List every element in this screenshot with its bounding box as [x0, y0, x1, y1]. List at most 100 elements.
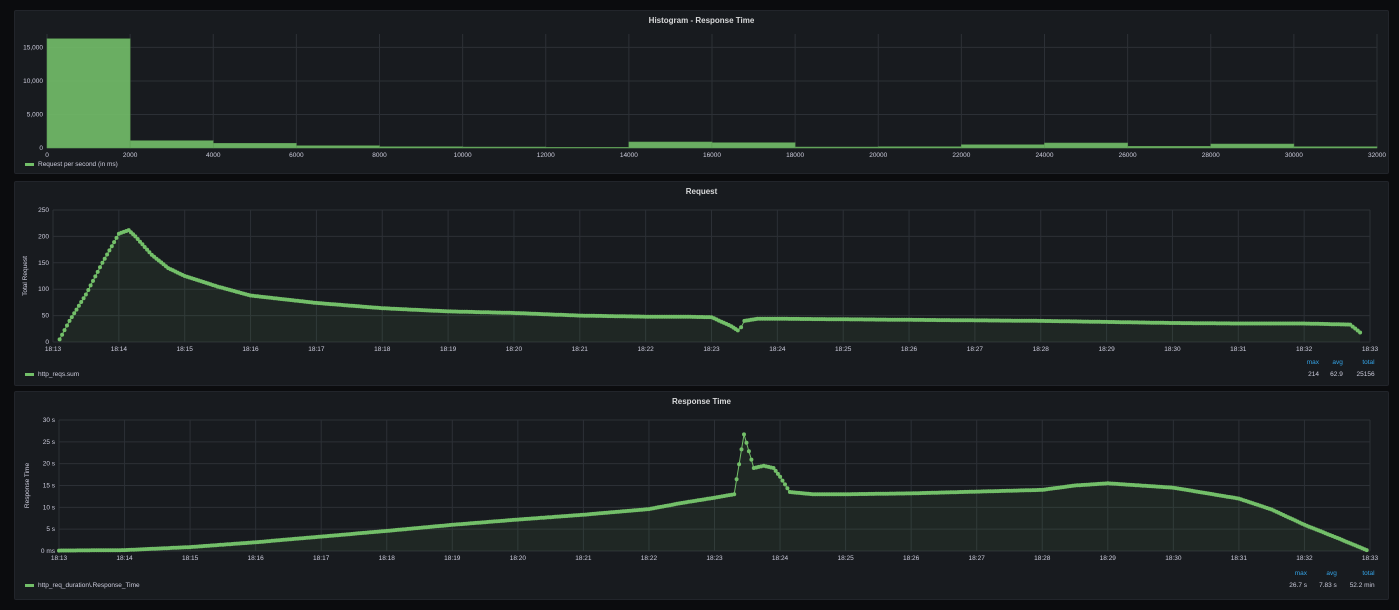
histogram-bar[interactable]: [462, 146, 546, 149]
data-point[interactable]: [1358, 330, 1363, 335]
histogram-bar[interactable]: [46, 38, 131, 149]
data-point[interactable]: [744, 440, 749, 445]
data-point[interactable]: [114, 235, 119, 240]
histogram-bar[interactable]: [545, 147, 630, 149]
x-tick-label: 26000: [1119, 152, 1137, 159]
histogram-bar[interactable]: [628, 141, 713, 149]
data-point[interactable]: [67, 318, 72, 323]
x-tick-label: 12000: [537, 152, 555, 159]
data-point[interactable]: [147, 250, 152, 255]
data-point[interactable]: [74, 307, 79, 312]
data-point[interactable]: [778, 474, 783, 479]
histogram-bar[interactable]: [1127, 146, 1211, 149]
y-tick-label: 0 ms: [41, 548, 56, 555]
x-tick-label: 18:23: [706, 555, 723, 562]
data-point[interactable]: [773, 468, 778, 473]
data-point[interactable]: [62, 328, 67, 333]
x-tick-label: 18:16: [248, 555, 265, 562]
x-tick-label: 4000: [206, 152, 221, 159]
histogram-legend[interactable]: Request per second (in ms): [25, 161, 118, 168]
data-point[interactable]: [81, 296, 86, 301]
histogram-bar[interactable]: [129, 140, 214, 149]
x-tick-label: 20000: [869, 152, 887, 159]
data-point[interactable]: [771, 466, 776, 470]
data-point[interactable]: [79, 300, 84, 304]
data-point[interactable]: [775, 471, 780, 476]
response-time-legend[interactable]: http_req_duration\.Response_Time: [25, 582, 140, 589]
x-tick-label: 18:17: [313, 555, 330, 562]
data-point[interactable]: [57, 337, 62, 342]
data-point[interactable]: [65, 323, 69, 328]
histogram-bar[interactable]: [711, 142, 796, 149]
histogram-title: Histogram - Response Time: [648, 16, 755, 25]
data-point[interactable]: [107, 248, 112, 253]
data-point[interactable]: [732, 492, 737, 497]
data-point[interactable]: [69, 315, 74, 320]
data-point[interactable]: [91, 278, 95, 283]
stat-header-avg: avg: [1332, 359, 1343, 366]
data-point[interactable]: [93, 274, 98, 279]
data-point[interactable]: [138, 239, 142, 244]
data-point[interactable]: [102, 256, 107, 261]
request-legend[interactable]: http_reqs.sum: [25, 371, 79, 378]
histogram-bar[interactable]: [213, 143, 297, 149]
y-tick-label: 10 s: [43, 504, 56, 511]
data-point[interactable]: [95, 269, 100, 274]
x-tick-label: 18:13: [45, 346, 62, 353]
data-point[interactable]: [83, 292, 88, 297]
x-tick-label: 18:29: [1098, 346, 1115, 353]
request-legend-label: http_reqs.sum: [38, 371, 80, 378]
x-tick-label: 32000: [1368, 152, 1386, 159]
x-tick-label: 18:21: [572, 346, 589, 353]
histogram-bar[interactable]: [1210, 143, 1295, 149]
data-point[interactable]: [735, 328, 740, 333]
data-point[interactable]: [734, 477, 739, 482]
histogram-panel[interactable]: Histogram - Response Time 0 5,000 10,000 15…: [14, 10, 1389, 174]
data-point[interactable]: [135, 237, 140, 241]
data-point[interactable]: [109, 244, 114, 249]
data-point[interactable]: [145, 247, 150, 252]
data-point[interactable]: [105, 252, 110, 257]
data-point[interactable]: [780, 478, 785, 483]
request-panel[interactable]: Request 0 50 100 150 200 250 18:13 18:14 18:15 18…: [14, 181, 1389, 386]
x-tick-label: 18:33: [1362, 346, 1379, 353]
histogram-bar[interactable]: [794, 146, 879, 149]
data-point[interactable]: [783, 482, 787, 487]
data-point[interactable]: [133, 234, 138, 239]
response-time-title: Response Time: [672, 397, 731, 406]
data-point[interactable]: [112, 240, 117, 245]
data-point[interactable]: [742, 432, 746, 437]
data-point[interactable]: [86, 288, 91, 292]
histogram-bar[interactable]: [296, 145, 380, 149]
histogram-bar[interactable]: [961, 144, 1045, 149]
data-point[interactable]: [1364, 548, 1369, 553]
data-point[interactable]: [88, 283, 93, 288]
data-point[interactable]: [749, 457, 754, 462]
data-point[interactable]: [60, 332, 65, 337]
y-tick-label: 30 s: [43, 417, 56, 424]
x-tick-label: 18:32: [1296, 346, 1313, 353]
x-tick-label: 18:29: [1100, 555, 1117, 562]
x-tick-label: 8000: [372, 152, 387, 159]
data-point[interactable]: [76, 303, 81, 308]
x-tick-label: 18:24: [769, 346, 786, 353]
data-point[interactable]: [100, 260, 105, 265]
data-point[interactable]: [98, 265, 102, 270]
data-point[interactable]: [72, 311, 77, 316]
data-point[interactable]: [739, 325, 744, 330]
data-point[interactable]: [785, 486, 790, 491]
histogram-bar[interactable]: [379, 146, 463, 149]
x-tick-label: 18:13: [51, 555, 68, 562]
data-point[interactable]: [140, 242, 145, 247]
histogram-bar[interactable]: [878, 146, 962, 149]
response-time-panel[interactable]: Response Time 0 ms 5 s 10 s 15 s 20 s 25 s 30 …: [14, 391, 1389, 600]
data-point[interactable]: [739, 447, 744, 452]
stat-avg: 7.83 s: [1319, 582, 1337, 589]
histogram-bar[interactable]: [1044, 142, 1128, 149]
data-point[interactable]: [737, 462, 742, 467]
x-tick-label: 16000: [703, 152, 721, 159]
data-point[interactable]: [142, 245, 147, 249]
histogram-bar[interactable]: [1293, 146, 1378, 149]
data-point[interactable]: [746, 449, 751, 454]
legend-swatch: [25, 373, 34, 376]
